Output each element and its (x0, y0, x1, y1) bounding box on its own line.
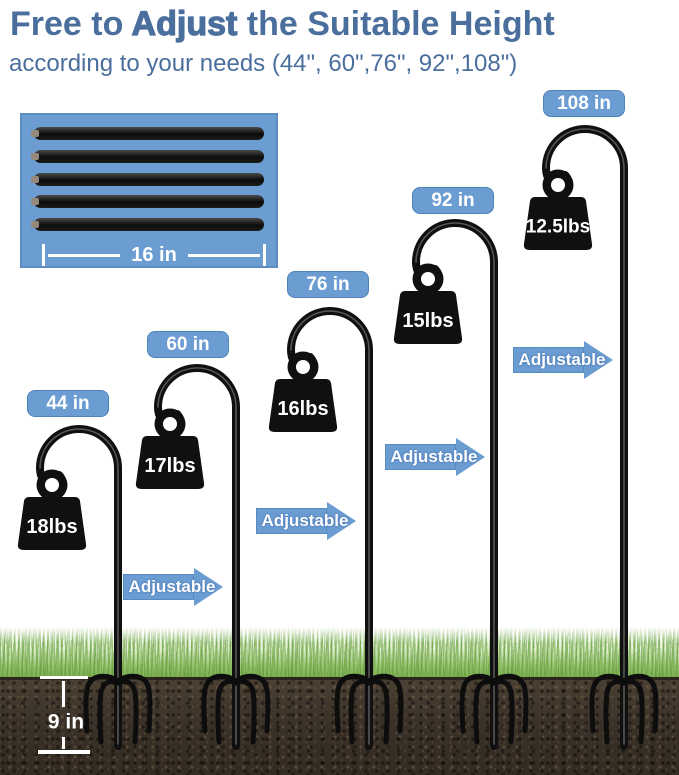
height-label-92in: 92 in (412, 187, 494, 214)
arrow-head-icon (584, 341, 613, 379)
adjustable-label: Adjustable (518, 350, 606, 369)
soil-band (0, 677, 679, 775)
adjustable-label: Adjustable (261, 511, 349, 530)
pole-segment (31, 150, 264, 163)
weight-15lbs: 15lbs (393, 263, 463, 344)
dimension-tick (42, 244, 45, 266)
weight-label: 12.5lbs (526, 217, 590, 238)
weight-16lbs: 16lbs (268, 351, 338, 432)
title-suffix: the Suitable Height (237, 5, 555, 43)
arrow-body (513, 347, 584, 373)
weight-18lbs: 18lbs (17, 469, 87, 550)
arrow-body (256, 508, 327, 534)
arrow-head-icon (327, 502, 356, 540)
height-label-108in: 108 in (543, 90, 625, 117)
title-prefix: Free to (10, 5, 132, 43)
pole-segment (31, 195, 264, 208)
grass-band (0, 627, 679, 682)
arrow-head-icon (456, 438, 485, 476)
adjustable-arrow: Adjustable (256, 501, 356, 541)
weight-label: 16lbs (277, 398, 328, 420)
weight-label: 15lbs (402, 310, 453, 332)
weight-label: 17lbs (144, 455, 195, 477)
pole-segment (31, 218, 264, 231)
pole-segment (31, 127, 264, 140)
dimension-tick (263, 244, 267, 266)
page-title: Free to Adjust the Suitable Height (10, 2, 555, 46)
title-emphasis: Adjust (131, 4, 238, 43)
height-label-76in: 76 in (287, 271, 369, 298)
pole-length-dimension: 16 in (42, 243, 267, 266)
weight-17lbs: 17lbs (135, 408, 205, 489)
page-subtitle: according to your needs (44", 60",76", 9… (9, 50, 518, 77)
dimension-line (48, 253, 121, 257)
pole-segment (31, 173, 264, 186)
adjustable-arrow: Adjustable (123, 567, 223, 607)
weight-label: 18lbs (26, 516, 77, 538)
dimension-line (187, 253, 261, 257)
pole-length-label: 16 in (131, 243, 177, 266)
arrow-body (385, 444, 456, 470)
adjustable-label: Adjustable (128, 577, 216, 596)
adjustable-arrow: Adjustable (385, 437, 485, 477)
adjustable-arrow: Adjustable (513, 340, 613, 380)
pole-parts-box: 16 in (20, 113, 278, 268)
height-label-60in: 60 in (147, 331, 229, 358)
arrow-body (123, 574, 194, 600)
arrow-head-icon (194, 568, 223, 606)
weight-12-5lbs: 12.5lbs (523, 169, 593, 250)
adjustable-label: Adjustable (390, 447, 478, 466)
height-label-44in: 44 in (27, 390, 109, 417)
